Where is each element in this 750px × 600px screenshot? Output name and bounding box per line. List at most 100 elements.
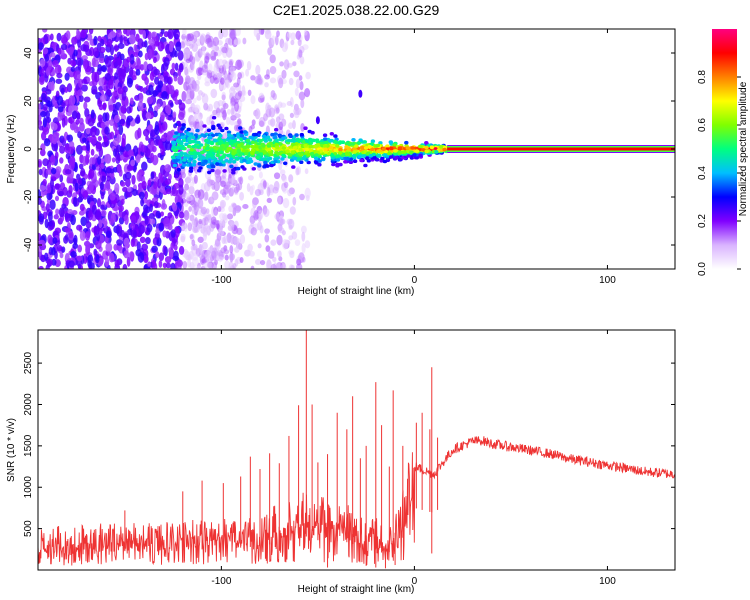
heatmap-cell: [52, 237, 58, 244]
heatmap-cell: [178, 245, 185, 255]
heatmap-cell: [111, 157, 116, 163]
heatmap-cell: [187, 107, 192, 113]
heatmap-cell: [126, 115, 133, 122]
heatmap-cell: [59, 145, 66, 154]
heatmap-cell: [181, 222, 187, 231]
heatmap-cell: [119, 72, 125, 84]
heatmap-cell: [267, 119, 274, 126]
heatmap-cell: [143, 208, 148, 214]
snr-line: [38, 436, 675, 566]
heatmap-cell: [273, 154, 278, 158]
heatmap-cell: [170, 229, 176, 238]
heatmap-cell: [177, 75, 184, 86]
heatmap-cell: [224, 126, 229, 131]
heatmap-cell: [160, 174, 165, 184]
heatmap-cell: [201, 156, 206, 160]
heatmap-cell: [141, 41, 147, 48]
heatmap-cell: [264, 228, 270, 234]
heatmap-cell: [404, 140, 409, 145]
heatmap-cell: [42, 29, 48, 33]
heatmap-cell: [51, 134, 58, 145]
heatmap-cell: [119, 34, 123, 44]
heatmap-cell: [315, 140, 320, 144]
heatmap-cell: [55, 90, 60, 97]
heatmap-cell: [51, 246, 56, 256]
heatmap-cell: [219, 150, 224, 155]
heatmap-cell: [39, 184, 47, 191]
heatmap-cell: [173, 75, 178, 82]
heatmap-cell: [38, 168, 43, 176]
heatmap-cell: [197, 236, 204, 243]
heatmap-cell: [91, 162, 97, 172]
colorbar-gradient: [712, 29, 737, 269]
heatmap-cell: [162, 245, 167, 256]
heatmap-cell: [95, 141, 102, 150]
heatmap-cell: [185, 58, 191, 64]
heatmap-cell: [264, 74, 271, 80]
heatmap-cell: [317, 162, 322, 167]
heatmap-cell: [188, 157, 194, 161]
heatmap-cell: [240, 165, 245, 169]
heatmap-cell: [97, 156, 102, 165]
heatmap-cell: [236, 143, 242, 148]
heatmap-cell: [323, 137, 328, 141]
heatmap-cell: [81, 84, 88, 92]
heatmap-cell: [188, 163, 193, 167]
heatmap-cell: [100, 122, 105, 129]
heatmap-cell: [180, 233, 186, 241]
heatmap-cell: [111, 91, 118, 97]
heatmap-cell: [221, 160, 226, 165]
heatmap-cell: [244, 155, 249, 160]
heatmap-cell: [145, 112, 152, 120]
heatmap-cell: [135, 33, 140, 42]
heatmap-cell: [191, 145, 196, 149]
heatmap-cell: [215, 223, 220, 230]
heatmap-cell: [220, 77, 225, 85]
heatmap-cell: [80, 216, 87, 227]
heatmap-cell: [227, 224, 233, 232]
heatmap-cell: [151, 145, 157, 153]
heatmap-cell: [42, 117, 47, 128]
heatmap-cell: [59, 157, 64, 164]
heatmap-cell: [44, 252, 49, 262]
heatmap-cell: [125, 177, 131, 188]
heatmap-cell: [255, 151, 260, 155]
heatmap-cell: [115, 224, 120, 235]
heatmap-cell: [132, 145, 139, 157]
colorbar-tick-label: 0.2: [697, 214, 708, 228]
heatmap-cell: [247, 160, 252, 164]
heatmap-cell: [308, 141, 313, 145]
heatmap-cell: [250, 95, 256, 105]
heatmap-cell: [160, 29, 165, 35]
heatmap-cell: [226, 181, 232, 188]
heatmap-cell: [288, 153, 293, 157]
heatmap-cell: [176, 167, 181, 172]
heatmap-cell: [366, 151, 371, 156]
heatmap-cell: [74, 182, 79, 192]
heatmap-cell: [248, 125, 253, 133]
heatmap-cell: [182, 158, 187, 162]
heatmap-cell: [125, 29, 131, 37]
heatmap-cell: [211, 126, 216, 130]
heatmap-cell: [102, 112, 108, 122]
heatmap-cell: [265, 245, 271, 252]
heatmap-cell: [88, 29, 94, 35]
heatmap-cell: [109, 218, 114, 226]
heatmap-cell: [218, 29, 224, 40]
heatmap-cell: [131, 75, 137, 81]
heatmap-cell: [98, 77, 105, 87]
heatmap-cell: [55, 78, 63, 84]
heatmap-cell: [70, 95, 76, 106]
heatmap-cell: [338, 147, 343, 152]
heatmap-cell: [219, 146, 224, 150]
heatmap-cell: [140, 144, 146, 153]
heatmap-cell: [46, 258, 53, 267]
heatmap-cell: [173, 244, 178, 251]
heatmap-cell: [189, 234, 194, 240]
y-tick-label: 1000: [23, 476, 34, 499]
heatmap-cell: [38, 121, 41, 129]
heatmap-cell: [50, 121, 56, 127]
heatmap-cell: [270, 263, 277, 269]
heatmap-cell: [138, 224, 145, 235]
heatmap-cell: [272, 256, 277, 263]
